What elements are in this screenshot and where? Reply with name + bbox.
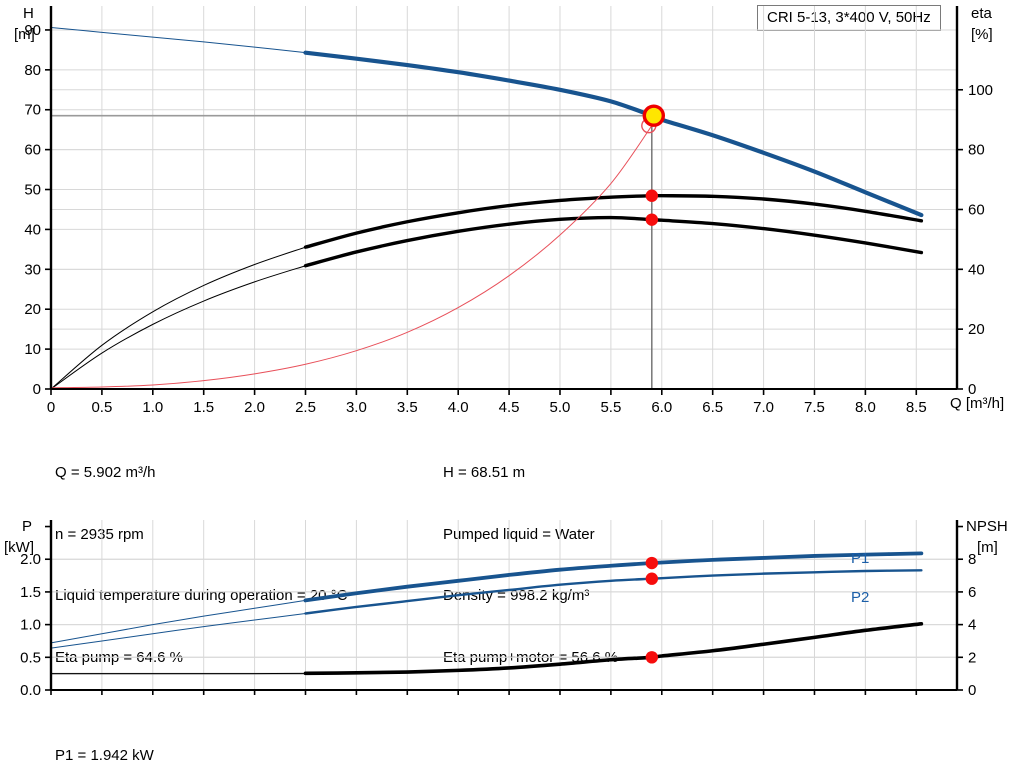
q-tick-label: 6.0: [651, 399, 672, 416]
npsh-tick-label: 8: [968, 551, 976, 568]
eta-tick-label: 80: [968, 142, 985, 159]
info-p1: P1 = 1.942 kW: [55, 747, 154, 764]
h-tick-label: 50: [24, 182, 41, 199]
q-tick-label: 4.5: [499, 399, 520, 416]
npsh-tick-label: 2: [968, 649, 976, 666]
q-tick-label: 0.5: [91, 399, 112, 416]
npsh-axis-title-line2: [m]: [977, 539, 998, 556]
q-tick-label: 7.5: [804, 399, 825, 416]
q-tick-label: 2.0: [244, 399, 265, 416]
p-axis-title-line1: P: [22, 518, 33, 535]
q-tick-label: 5.0: [550, 399, 571, 416]
curve-eta-pump-motor-thin: [50, 265, 306, 390]
eta-tick-label: 20: [968, 321, 985, 338]
eta-tick-label: 0: [968, 381, 976, 398]
p-tick-label: 0.5: [20, 649, 41, 666]
p-tick-label: 1.0: [20, 617, 41, 634]
q-tick-label: 8.5: [906, 399, 927, 416]
curve-eta-pump: [303, 193, 924, 249]
duty-marker-eta-2: [645, 189, 659, 202]
q-tick-label: 2.5: [295, 399, 316, 416]
npsh-axis-title-line1: NPSH: [966, 518, 1008, 535]
info-h: H = 68.51 m: [443, 464, 526, 481]
info-liquid-temp: Liquid temperature during operation = 20…: [55, 587, 348, 604]
q-tick-label: 1.5: [193, 399, 214, 416]
p-tick-label: 2.0: [20, 551, 41, 568]
h-tick-label: 20: [24, 301, 41, 318]
duty-marker-p2: [645, 572, 659, 585]
h-tick-label: 10: [24, 341, 41, 358]
curve-eta-pump-thin: [50, 246, 306, 390]
model-badge: CRI 5-13, 3*400 V, 50Hz: [757, 5, 941, 31]
eta-tick-label: 40: [968, 261, 985, 278]
p-tick-label: 1.5: [20, 584, 41, 601]
eta-axis-title-line1: eta: [971, 5, 992, 22]
q-tick-label: 8.0: [855, 399, 876, 416]
head-efficiency-chart: 0 10 20 30 40 50 60 70 80 90 0 20 40 60 80 100 0 0.5 1.0 1.…: [24, 6, 993, 416]
npsh-tick-label: 4: [968, 617, 976, 634]
h-tick-label: 90: [24, 22, 41, 39]
p-tick-label: 0.0: [20, 682, 41, 699]
info-block-power: P1 = 1.942 kW P2 = 1.702 kW NPSH = 2 m: [55, 705, 154, 781]
curve-eta-rising-red-: [50, 125, 653, 389]
eta-tick-label: 100: [968, 82, 993, 99]
q-tick-label: 6.5: [702, 399, 723, 416]
h-tick-label: 30: [24, 261, 41, 278]
curve-p1: [303, 551, 924, 603]
q-tick-label: 5.5: [600, 399, 621, 416]
curve-npsh: [303, 622, 924, 676]
curve-p2: [304, 569, 923, 615]
curve-p2-thin: [50, 613, 306, 649]
npsh-tick-label: 6: [968, 584, 976, 601]
duty-marker-eta-1: [645, 213, 659, 226]
series-label-p2: P2: [851, 589, 870, 606]
h-axis-title-line1: H: [23, 5, 34, 22]
h-tick-label: 70: [24, 102, 41, 119]
curve-h-head--thin: [50, 27, 306, 54]
q-tick-label: 1.0: [142, 399, 163, 416]
h-axis-title-line2: [m]: [14, 26, 35, 43]
h-tick-label: 0: [33, 381, 41, 398]
h-tick-label: 40: [24, 221, 41, 238]
duty-point-marker: [642, 104, 666, 127]
q-tick-label: 3.5: [397, 399, 418, 416]
q-tick-label: 7.0: [753, 399, 774, 416]
q-tick-label: 4.0: [448, 399, 469, 416]
curve-eta-pump-motor: [303, 215, 924, 268]
info-speed: n = 2935 rpm: [55, 525, 144, 543]
duty-marker-p1: [645, 556, 659, 570]
curve-p1-thin: [50, 599, 306, 644]
eta-axis-title-line2: [%]: [971, 26, 993, 43]
duty-marker-npsh: [645, 651, 659, 664]
h-tick-label: 80: [24, 62, 41, 79]
eta-tick-label: 60: [968, 201, 985, 218]
power-npsh-chart: 0.0 0.5 1.0 1.5 2.0 0 2 4 6 8: [0, 512, 1024, 702]
p-axis-title-line2: [kW]: [4, 539, 34, 556]
info-q: Q = 5.902 m³/h: [55, 464, 156, 481]
info-pumped-liquid: Pumped liquid = Water: [443, 525, 595, 543]
info-density: Density = 998.2 kg/m³: [443, 587, 590, 604]
q-tick-label: 0: [47, 399, 55, 416]
h-tick-label: 60: [24, 142, 41, 159]
q-tick-label: 3.0: [346, 399, 367, 416]
curve-h-head-: [303, 50, 924, 218]
npsh-tick-label: 0: [968, 682, 976, 699]
series-label-p1: P1: [851, 550, 870, 567]
q-axis-title: Q [m³/h]: [950, 395, 1005, 412]
